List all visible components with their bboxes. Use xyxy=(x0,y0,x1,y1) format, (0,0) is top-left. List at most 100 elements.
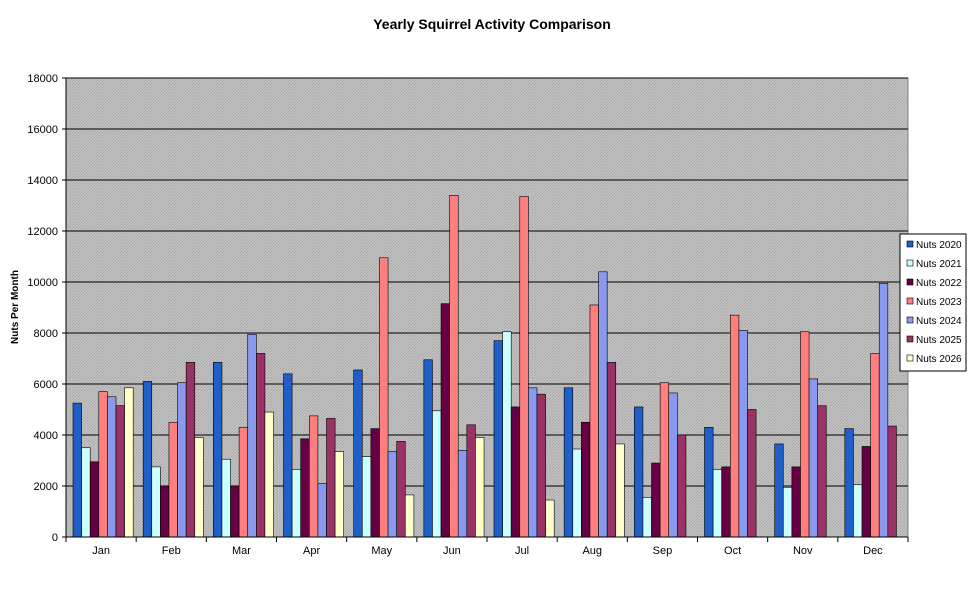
legend-label: Nuts 2026 xyxy=(916,354,962,365)
x-tick-label: Oct xyxy=(724,545,741,557)
bar-nuts-2022-jan xyxy=(89,461,100,538)
bar-nuts-2023-jul xyxy=(519,196,529,538)
legend-swatch xyxy=(906,354,914,362)
y-axis: 0 2000 4000 6000 8000 10000 12000 14000 16000 180… xyxy=(27,73,67,544)
bar-nuts-2021-sep xyxy=(642,497,652,538)
bar-nuts-2025-dec xyxy=(887,425,897,538)
legend-label: Nuts 2021 xyxy=(916,259,962,270)
x-axis: Jan Feb Mar Apr May Jun Jul Aug Sep Oct Nov Dec xyxy=(65,536,909,557)
legend-label: Nuts 2023 xyxy=(916,297,962,308)
bar-nuts-2022-aug xyxy=(581,421,591,538)
x-tick-label: Mar xyxy=(232,545,251,557)
bars xyxy=(72,195,897,538)
bar-nuts-2023-feb xyxy=(168,421,178,538)
bar-nuts-2020-nov xyxy=(774,443,784,538)
bar-nuts-2024-nov xyxy=(808,378,818,538)
bar-nuts-2021-jun xyxy=(432,410,442,538)
legend-swatch xyxy=(906,316,914,324)
y-axis-label: Nuts Per Month xyxy=(10,270,21,344)
bar-nuts-2021-aug xyxy=(572,448,582,538)
bar-nuts-2026-may xyxy=(404,494,415,538)
bar-nuts-2020-feb xyxy=(142,381,153,538)
bar-nuts-2022-feb xyxy=(160,485,170,538)
bar-nuts-2025-sep xyxy=(677,434,687,538)
bar-nuts-2021-jul xyxy=(502,331,512,538)
bar-nuts-2023-sep xyxy=(659,382,670,538)
bar-nuts-2024-sep xyxy=(668,392,678,538)
bar-nuts-2021-feb xyxy=(151,466,161,538)
y-tick-label: 10000 xyxy=(27,277,58,289)
bar-nuts-2022-may xyxy=(370,428,380,538)
bar-nuts-2026-apr xyxy=(334,451,345,538)
legend-label: Nuts 2020 xyxy=(916,240,962,251)
bar-nuts-2022-dec xyxy=(861,446,871,538)
bar-nuts-2021-nov xyxy=(782,486,793,538)
gridlines xyxy=(66,77,908,487)
bar-nuts-2023-jan xyxy=(98,391,108,538)
bar-nuts-2020-jun xyxy=(423,359,433,538)
bar-nuts-2022-apr xyxy=(300,438,310,538)
bar-nuts-2023-jun xyxy=(449,195,459,538)
x-tick-label: Sep xyxy=(653,545,673,557)
x-tick-label: Dec xyxy=(863,545,883,557)
legend-label: Nuts 2022 xyxy=(916,278,962,289)
bar-nuts-2025-jun xyxy=(466,424,476,538)
bar-nuts-2020-aug xyxy=(563,387,574,538)
legend-swatch xyxy=(906,259,914,267)
bar-nuts-2020-may xyxy=(353,369,363,538)
legend-swatch xyxy=(906,335,914,343)
bar-nuts-2022-oct xyxy=(721,466,731,538)
bar-nuts-2025-aug xyxy=(606,362,617,538)
bar-nuts-2024-aug xyxy=(598,271,608,538)
bar-nuts-2020-dec xyxy=(844,428,854,538)
bar-nuts-2023-mar xyxy=(238,427,249,538)
bar-nuts-2025-jul xyxy=(536,393,546,538)
bar-nuts-2022-nov xyxy=(791,466,801,538)
x-tick-label: Nov xyxy=(793,545,813,557)
bar-nuts-2024-apr xyxy=(317,483,327,538)
bar-nuts-2025-oct xyxy=(747,409,757,538)
legend-label: Nuts 2025 xyxy=(916,335,962,346)
bar-nuts-2024-jan xyxy=(107,396,117,538)
legend-swatch xyxy=(906,278,914,286)
bar-nuts-2023-oct xyxy=(729,314,740,538)
chart-title: Yearly Squirrel Activity Comparison xyxy=(373,16,611,32)
bar-nuts-2020-sep xyxy=(634,406,644,538)
bar-nuts-2025-may xyxy=(396,441,406,538)
y-tick-label: 16000 xyxy=(27,124,58,136)
bar-nuts-2020-jul xyxy=(493,340,503,538)
bar-nuts-2024-may xyxy=(387,451,397,538)
bar-nuts-2023-nov xyxy=(800,331,810,538)
bar-nuts-2020-apr xyxy=(283,373,293,538)
bar-nuts-2025-nov xyxy=(817,405,827,538)
bar-nuts-2024-jun xyxy=(457,449,468,538)
bar-nuts-2021-jan xyxy=(81,447,91,538)
bar-nuts-2021-oct xyxy=(712,469,722,538)
bar-nuts-2026-feb xyxy=(194,437,204,538)
bar-nuts-2024-mar xyxy=(247,333,257,538)
bar-nuts-2022-jul xyxy=(510,406,521,538)
bar-nuts-2021-mar xyxy=(221,458,231,538)
y-tick-label: 18000 xyxy=(27,73,58,85)
bar-nuts-2026-aug xyxy=(615,443,625,538)
bar-nuts-2025-mar xyxy=(256,353,266,538)
bar-nuts-2025-jan xyxy=(115,405,125,538)
bar-nuts-2026-mar xyxy=(264,411,274,538)
y-tick-label: 0 xyxy=(52,532,58,544)
y-tick-label: 2000 xyxy=(34,481,58,493)
x-tick-label: Jul xyxy=(515,545,529,557)
bar-nuts-2020-oct xyxy=(704,427,714,538)
bar-nuts-2026-jun xyxy=(475,437,485,538)
bar-nuts-2020-mar xyxy=(213,362,223,538)
y-tick-label: 12000 xyxy=(27,226,58,238)
bar-nuts-2026-jul xyxy=(545,499,555,538)
bar-nuts-2021-apr xyxy=(291,469,302,538)
x-tick-label: May xyxy=(371,545,392,557)
bar-nuts-2021-dec xyxy=(853,484,863,538)
bar-nuts-2024-oct xyxy=(738,330,748,538)
legend-swatch xyxy=(906,240,914,248)
bar-nuts-2022-jun xyxy=(440,303,450,538)
x-tick-label: Apr xyxy=(303,545,320,557)
bar-nuts-2026-jan xyxy=(124,387,134,538)
